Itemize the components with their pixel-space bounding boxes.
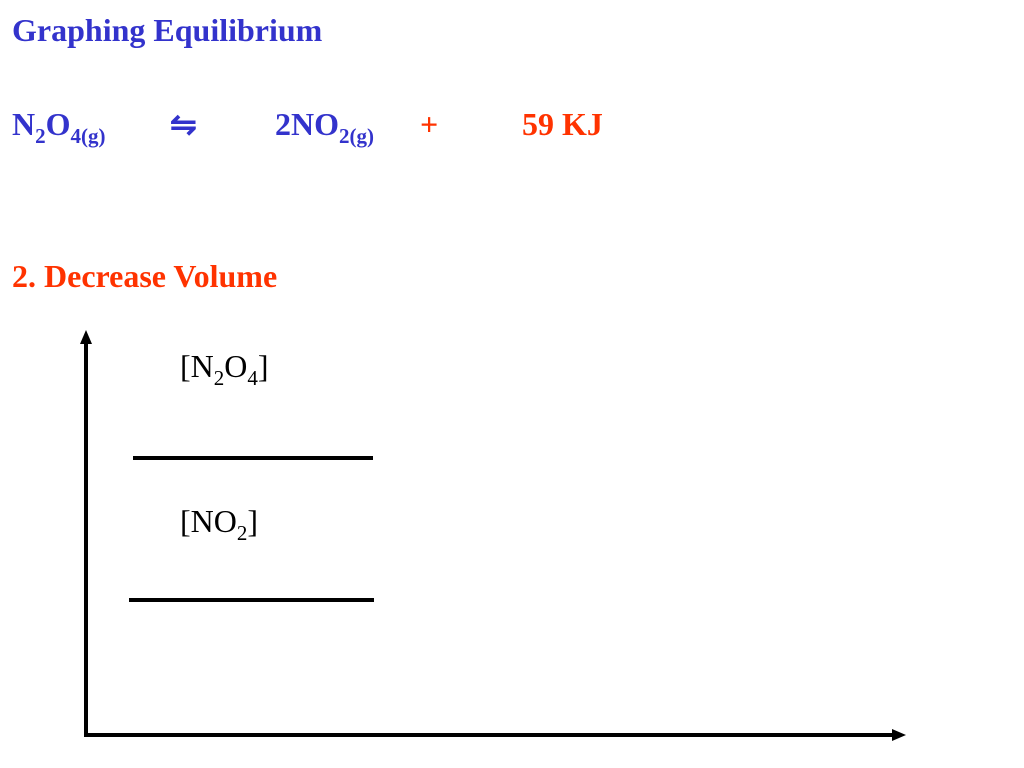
text: ] (257, 348, 269, 384)
text: ] (247, 503, 259, 539)
text: N (12, 106, 36, 142)
no2-label: [NO2] (180, 503, 259, 544)
subscript: 4 (247, 366, 258, 390)
n2o4-label: [N2O4] (180, 348, 269, 389)
reactant: N2O4(g) (12, 106, 106, 147)
text: O (45, 106, 71, 142)
subscript: 2(g) (339, 124, 374, 148)
text: 2NO (275, 106, 339, 142)
condition: 2. Decrease Volume (12, 258, 278, 294)
arrow: ⇋ (170, 106, 197, 142)
text: [N (180, 348, 214, 384)
plus: + (420, 106, 439, 142)
x-arrow (892, 729, 906, 741)
product: 2NO2(g) (275, 106, 374, 147)
subscript: 2 (35, 124, 46, 148)
text: [NO (180, 503, 237, 539)
subscript: 2 (236, 521, 248, 545)
subscript: 2 (213, 366, 225, 390)
title: Graphing Equilibrium (12, 12, 323, 48)
y-arrow (80, 330, 92, 344)
subscript: 4(g) (70, 124, 106, 148)
text: O (224, 348, 248, 384)
energy: 59 KJ (522, 106, 603, 142)
